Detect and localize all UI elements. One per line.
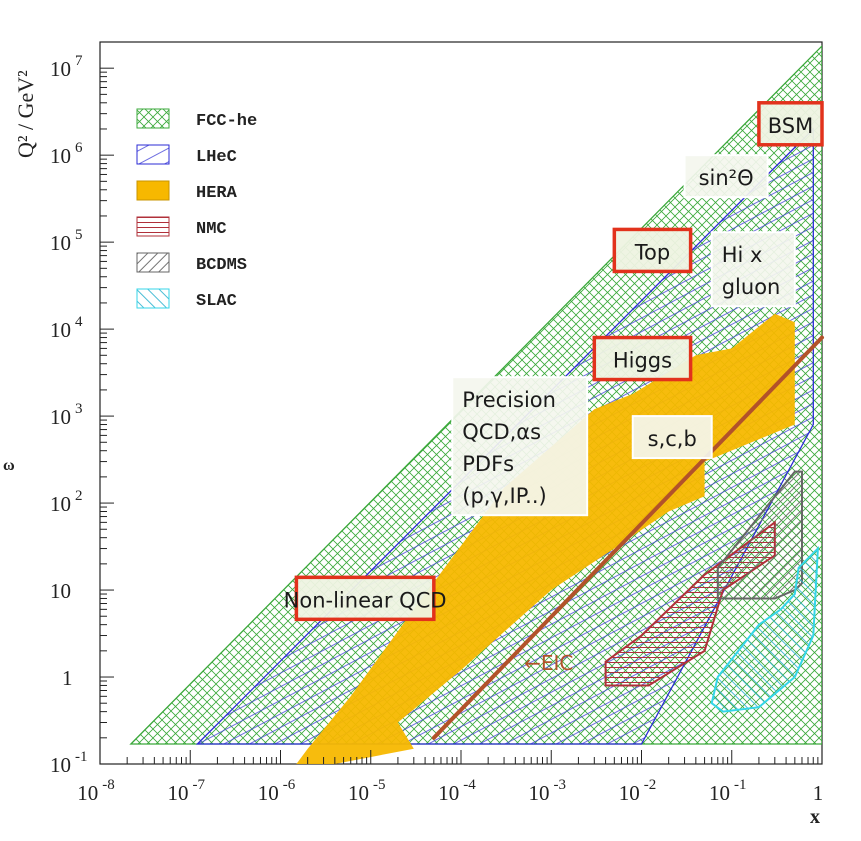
- annotation-box-precision: [451, 376, 589, 517]
- region-bcdms: [716, 470, 803, 600]
- annotation-top: Top: [612, 227, 693, 274]
- annotation-nonlinear: Non-linear QCD: [284, 575, 447, 622]
- legend-label-lhec: LHeC: [196, 148, 237, 167]
- y-tick-label: 10 -1: [50, 749, 88, 777]
- x-tick-label: 10 -7: [168, 777, 206, 805]
- annotation-box-scb: [631, 415, 713, 460]
- legend-label-hera: HERA: [196, 184, 238, 203]
- eic-line: [431, 335, 824, 740]
- annotation-hix: Hi x gluon: [710, 231, 796, 308]
- annotation-scb: s,c,b: [631, 415, 713, 460]
- legend-label-bcdms: BCDMS: [196, 256, 247, 275]
- legend-label-fcc-he: FCC-he: [196, 112, 257, 131]
- side-label: ω: [3, 457, 15, 474]
- annotation-precision: Precision QCD,αs PDFs (p,γ,IP..): [451, 376, 589, 517]
- legend-swatch-nmc: [136, 216, 170, 237]
- y-tick-label: 10 6: [50, 140, 83, 168]
- annotation-box-higgs: [592, 335, 693, 382]
- annotation-text-precision: Precision: [462, 388, 556, 412]
- annotation-text-sin2theta: sin²Θ: [699, 166, 754, 190]
- annotation-text-precision: (p,γ,IP..): [462, 484, 546, 508]
- annotation-sin2theta: sin²Θ: [683, 154, 769, 199]
- legend-item-lhec: LHeC: [136, 144, 237, 167]
- annotation-box-hix: [710, 231, 796, 308]
- annotation-higgs: Higgs: [592, 335, 693, 382]
- legend: FCC-he LHeC HERA NMC BCDMS SLAC: [136, 108, 257, 311]
- legend-swatch-hera: [136, 180, 170, 201]
- x-tick-label: 10 -6: [258, 777, 296, 805]
- eic-label: ←EIC: [524, 651, 573, 675]
- annotation-text-higgs: Higgs: [613, 349, 672, 373]
- x-tick-label: 1: [813, 781, 824, 805]
- legend-item-bcdms: BCDMS: [136, 252, 247, 275]
- annotation-box-sin2theta: [683, 154, 769, 199]
- legend-item-fcc-he: FCC-he: [136, 108, 257, 131]
- x-tick-label: 10 -2: [619, 777, 657, 805]
- annotation-text-nonlinear: Non-linear QCD: [284, 588, 447, 612]
- legend-item-hera: HERA: [136, 180, 238, 203]
- x-tick-label: 10 -8: [77, 777, 115, 805]
- annotation-text-scb: s,c,b: [648, 427, 697, 451]
- x-tick-label: 10 -1: [709, 777, 747, 805]
- y-tick-label: 1: [62, 666, 73, 690]
- legend-swatch-lhec: [136, 144, 170, 165]
- annotation-bsm: BSM: [757, 101, 824, 147]
- x-tick-label: 10 -4: [438, 777, 476, 805]
- legend-item-slac: SLAC: [136, 288, 237, 311]
- annotation-box-nonlinear: [294, 575, 436, 622]
- annotation-text-precision: PDFs: [462, 452, 514, 476]
- annotation-box-top: [612, 227, 693, 274]
- y-tick-label: 10 4: [50, 314, 83, 342]
- y-tick-label: 10 2: [50, 488, 83, 516]
- annotation-box-bsm: [757, 101, 824, 147]
- region-slac: [710, 545, 820, 713]
- annotation-text-hix: gluon: [722, 275, 781, 299]
- y-tick-label: 10 7: [50, 53, 83, 81]
- x-tick-label: 10 -3: [529, 777, 567, 805]
- annotation-text-hix: Hi x: [722, 243, 763, 267]
- legend-label-slac: SLAC: [196, 292, 237, 311]
- annotation-text-bsm: BSM: [768, 114, 814, 138]
- x-tick-label: 10 -5: [348, 777, 386, 805]
- annotation-text-precision: QCD,αs: [462, 420, 541, 444]
- legend-item-nmc: NMC: [136, 216, 227, 239]
- legend-swatch-bcdms: [136, 252, 170, 273]
- y-tick-label: 10 5: [50, 227, 83, 255]
- legend-swatch-slac: [136, 288, 170, 309]
- y-tick-label: 10 3: [50, 401, 83, 429]
- legend-swatch-fcc-he: [136, 108, 170, 129]
- legend-label-nmc: NMC: [196, 220, 227, 239]
- y-axis-title: Q² / GeV²: [13, 70, 38, 158]
- annotation-text-top: Top: [634, 240, 670, 264]
- y-tick-label: 10: [50, 579, 71, 603]
- x-axis-title: x: [810, 806, 820, 828]
